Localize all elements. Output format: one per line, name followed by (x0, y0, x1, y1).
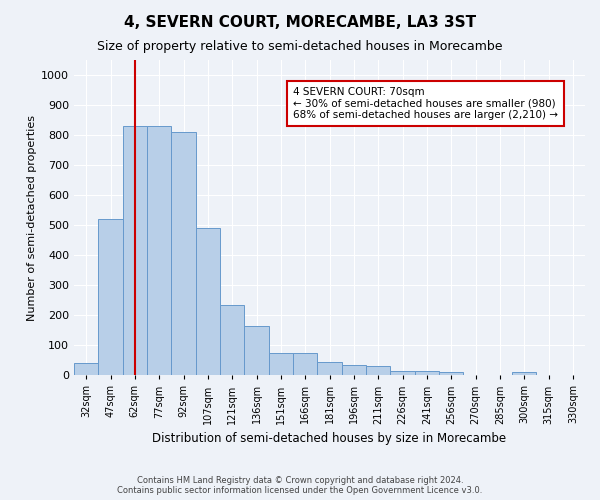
Bar (220, 304, 244, 376)
Bar (366, 366, 391, 376)
Bar (415, 371, 439, 376)
Bar (147, 126, 172, 376)
Bar (98, 219, 122, 376)
Text: Contains HM Land Registry data © Crown copyright and database right 2024.
Contai: Contains HM Land Registry data © Crown c… (118, 476, 482, 495)
Text: Size of property relative to semi-detached houses in Morecambe: Size of property relative to semi-detach… (97, 40, 503, 53)
Y-axis label: Number of semi-detached properties: Number of semi-detached properties (27, 114, 37, 320)
Bar (122, 126, 147, 376)
Bar (74, 364, 98, 376)
Text: 4 SEVERN COURT: 70sqm
← 30% of semi-detached houses are smaller (980)
68% of sem: 4 SEVERN COURT: 70sqm ← 30% of semi-deta… (293, 87, 558, 120)
Bar (172, 132, 196, 376)
Bar (439, 372, 463, 376)
Bar (269, 352, 293, 376)
Bar (341, 365, 366, 376)
Bar (196, 228, 220, 376)
Bar (293, 352, 317, 376)
Bar (391, 371, 415, 376)
Bar (512, 372, 536, 376)
X-axis label: Distribution of semi-detached houses by size in Morecambe: Distribution of semi-detached houses by … (152, 432, 506, 445)
Text: 4, SEVERN COURT, MORECAMBE, LA3 3ST: 4, SEVERN COURT, MORECAMBE, LA3 3ST (124, 15, 476, 30)
Bar (244, 326, 269, 376)
Bar (317, 362, 341, 376)
